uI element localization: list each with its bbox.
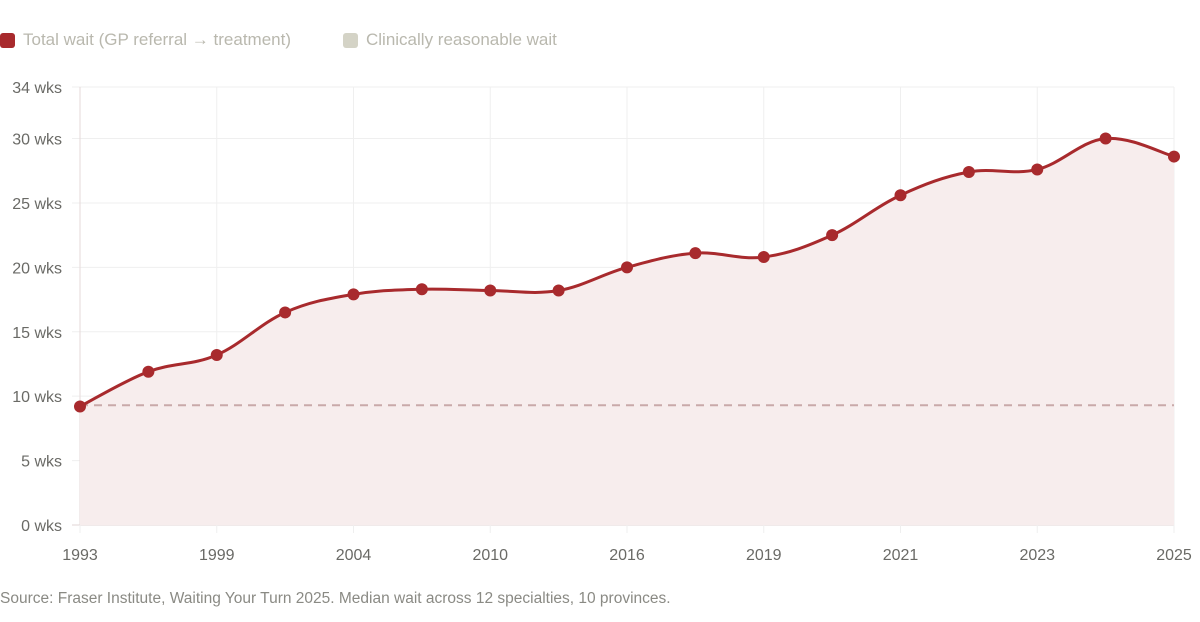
x-tick-label: 1993: [62, 547, 98, 564]
legend-swatch: [343, 32, 358, 48]
data-point: [894, 189, 907, 202]
x-tick-label: 2021: [883, 547, 919, 564]
area-fill-total-wait: [80, 138, 1174, 525]
legend-item-reasonable-wait[interactable]: Clinically reasonable wait: [343, 30, 557, 50]
y-tick-label: 20 wks: [12, 260, 62, 277]
data-point: [1031, 163, 1044, 176]
data-point: [210, 348, 223, 361]
x-tick-label: 1999: [199, 547, 235, 564]
data-point: [757, 251, 770, 264]
x-tick-label: 2023: [1019, 547, 1055, 564]
y-tick-label: 34 wks: [12, 80, 62, 97]
x-tick-label: 2004: [336, 547, 372, 564]
y-tick-label: 10 wks: [12, 389, 62, 406]
data-point: [347, 288, 360, 301]
x-tick-label: 2010: [472, 547, 508, 564]
legend-label: Total wait (GP referral → treatment): [23, 30, 291, 49]
legend-item-total-wait[interactable]: Total wait (GP referral → treatment): [0, 30, 291, 50]
x-tick-label: 2016: [609, 547, 645, 564]
y-tick-label: 25 wks: [12, 196, 62, 213]
x-tick-label: 2019: [746, 547, 782, 564]
data-point: [279, 306, 292, 319]
legend-swatch: [0, 32, 15, 48]
data-point: [484, 284, 497, 297]
data-point: [415, 283, 428, 296]
legend: Total wait (GP referral → treatment) Cli…: [0, 30, 557, 50]
y-tick-label: 0 wks: [21, 518, 62, 535]
source-note: Source: Fraser Institute, Waiting Your T…: [0, 590, 671, 607]
data-point: [142, 365, 155, 378]
data-point: [962, 166, 975, 179]
y-tick-label: 5 wks: [21, 454, 62, 471]
data-point: [621, 261, 633, 274]
data-point: [1099, 132, 1112, 145]
data-point: [74, 400, 86, 413]
data-point: [689, 247, 702, 260]
data-point: [552, 284, 565, 297]
y-tick-label: 30 wks: [12, 132, 62, 149]
legend-label: Clinically reasonable wait: [366, 30, 557, 49]
y-tick-label: 15 wks: [12, 325, 62, 342]
data-point: [826, 229, 839, 242]
data-point: [1168, 150, 1180, 163]
x-tick-label: 2025: [1156, 547, 1192, 564]
